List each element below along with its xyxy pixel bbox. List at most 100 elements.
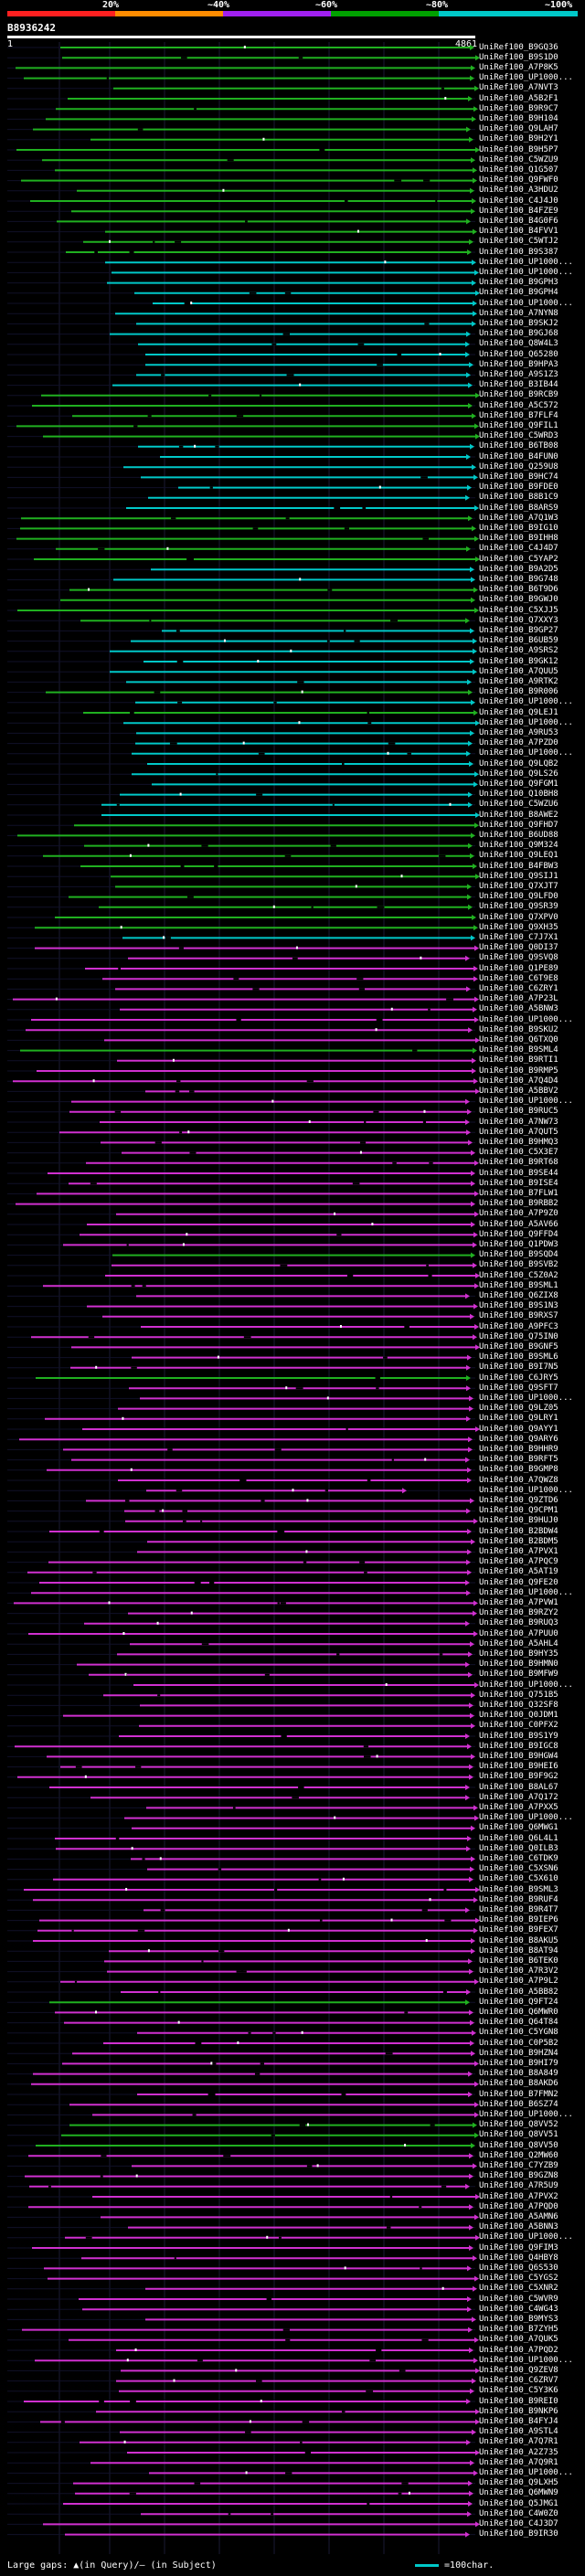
- hit-label[interactable]: UniRef100_Q7XXY3: [479, 615, 558, 625]
- hit-label[interactable]: UniRef100_A7PVX1: [479, 1546, 558, 1556]
- hit-label[interactable]: UniRef100_Q1PDW3: [479, 1239, 558, 1249]
- hit-label[interactable]: UniRef100_Q6ZIX8: [479, 1290, 558, 1300]
- hit-label[interactable]: UniRef100_C5YAP2: [479, 554, 558, 564]
- hit-label[interactable]: UniRef100_B3IB44: [479, 380, 558, 390]
- hit-label[interactable]: UniRef100_A7P9Z0: [479, 1209, 558, 1219]
- hit-label[interactable]: UniRef100_C6ZRV7: [479, 2376, 558, 2386]
- hit-label[interactable]: UniRef100_B9RTI1: [479, 1055, 558, 1065]
- hit-label[interactable]: UniRef100_B9GZN8: [479, 2171, 558, 2181]
- hit-label[interactable]: UniRef100_A5B2F1: [479, 93, 558, 103]
- hit-label[interactable]: UniRef100_UP1000...: [479, 1813, 573, 1823]
- hit-label[interactable]: UniRef100_B9I7N5: [479, 1362, 558, 1373]
- hit-label[interactable]: UniRef100_B9HUJ0: [479, 1516, 558, 1526]
- hit-label[interactable]: UniRef100_C4J4J0: [479, 196, 558, 206]
- hit-label[interactable]: UniRef100_C5WZU6: [479, 800, 558, 810]
- hit-label[interactable]: UniRef100_A5BNW3: [479, 1004, 558, 1014]
- hit-label[interactable]: UniRef100_UP1000...: [479, 298, 573, 308]
- hit-label[interactable]: UniRef100_Q6MWG1: [479, 1823, 558, 1833]
- hit-label[interactable]: UniRef100_C4WG43: [479, 2304, 558, 2314]
- hit-label[interactable]: UniRef100_B9A2D5: [479, 564, 558, 574]
- hit-label[interactable]: UniRef100_Q6TXQ0: [479, 1034, 558, 1044]
- hit-label[interactable]: UniRef100_B4FVV1: [479, 227, 558, 237]
- hit-label[interactable]: UniRef100_UP1000...: [479, 1097, 573, 1107]
- hit-label[interactable]: UniRef100_A9PFC3: [479, 1321, 558, 1331]
- hit-label[interactable]: UniRef100_UP1000...: [479, 267, 573, 277]
- hit-label[interactable]: UniRef100_B9FDE0: [479, 482, 558, 493]
- hit-label[interactable]: UniRef100_A7PUU0: [479, 1628, 558, 1638]
- hit-label[interactable]: UniRef100_B9IR30: [479, 2529, 558, 2539]
- hit-label[interactable]: UniRef100_Q64T84: [479, 2018, 558, 2028]
- hit-label[interactable]: UniRef100_Q9SR39: [479, 902, 558, 912]
- hit-label[interactable]: UniRef100_Q9LAH7: [479, 124, 558, 134]
- hit-label[interactable]: UniRef100_A7PZD0: [479, 738, 558, 748]
- hit-label[interactable]: UniRef100_C6T9E8: [479, 973, 558, 983]
- hit-label[interactable]: UniRef100_B6T9D6: [479, 585, 558, 595]
- hit-label[interactable]: UniRef100_A7Q7R1: [479, 2437, 558, 2447]
- hit-label[interactable]: UniRef100_B9MYS3: [479, 2314, 558, 2324]
- hit-label[interactable]: UniRef100_UP1000...: [479, 1393, 573, 1403]
- hit-label[interactable]: UniRef100_C5YGS2: [479, 2274, 558, 2284]
- hit-label[interactable]: UniRef100_C5WZU9: [479, 154, 558, 164]
- hit-label[interactable]: UniRef100_A7QUK5: [479, 2335, 558, 2345]
- hit-label[interactable]: UniRef100_A7P9L2: [479, 1977, 558, 1987]
- hit-label[interactable]: UniRef100_Q8VV52: [479, 2120, 558, 2130]
- hit-label[interactable]: UniRef100_UP1000...: [479, 73, 573, 83]
- hit-label[interactable]: UniRef100_B2BDM5: [479, 1536, 558, 1546]
- hit-label[interactable]: UniRef100_A5BNN3: [479, 2222, 558, 2232]
- hit-label[interactable]: UniRef100_Q259U8: [479, 461, 558, 472]
- hit-label[interactable]: UniRef100_UP1000...: [479, 2109, 573, 2119]
- hit-label[interactable]: UniRef100_A7NW73: [479, 1117, 558, 1127]
- hit-label[interactable]: UniRef100_UP1000...: [479, 1680, 573, 1690]
- hit-label[interactable]: UniRef100_B6TEK0: [479, 1956, 558, 1966]
- hit-label[interactable]: UniRef100_Q6S530: [479, 2263, 558, 2273]
- hit-label[interactable]: UniRef100_A7Q4D4: [479, 1076, 558, 1086]
- hit-label[interactable]: UniRef100_UP1000...: [479, 1014, 573, 1024]
- hit-label[interactable]: UniRef100_B6UB59: [479, 636, 558, 646]
- hit-label[interactable]: UniRef100_B9HGW4: [479, 1751, 558, 1761]
- hit-label[interactable]: UniRef100_C5X610: [479, 1874, 558, 1884]
- hit-label[interactable]: UniRef100_B9S1D0: [479, 52, 558, 62]
- hit-label[interactable]: UniRef100_A7PXX5: [479, 1802, 558, 1812]
- hit-label[interactable]: UniRef100_B8AKU5: [479, 1935, 558, 1945]
- hit-label[interactable]: UniRef100_Q9CPM1: [479, 1506, 558, 1516]
- hit-label[interactable]: UniRef100_B4FYJ4: [479, 2416, 558, 2426]
- hit-label[interactable]: UniRef100_B9H5P7: [479, 144, 558, 154]
- hit-label[interactable]: UniRef100_C5Y3K6: [479, 2386, 558, 2396]
- hit-label[interactable]: UniRef100_Q9FWF0: [479, 175, 558, 186]
- hit-label[interactable]: UniRef100_A7PQC9: [479, 1557, 558, 1567]
- hit-label[interactable]: UniRef100_B9F9G2: [479, 1772, 558, 1782]
- hit-label[interactable]: UniRef100_C4W0Z0: [479, 2508, 558, 2518]
- hit-label[interactable]: UniRef100_B7FMN2: [479, 2089, 558, 2099]
- hit-label[interactable]: UniRef100_B6SZ74: [479, 2099, 558, 2109]
- hit-label[interactable]: UniRef100_Q6L4L1: [479, 1833, 558, 1843]
- hit-label[interactable]: UniRef100_B9HZN4: [479, 2048, 558, 2058]
- hit-label[interactable]: UniRef100_B9MFW9: [479, 1670, 558, 1680]
- hit-label[interactable]: UniRef100_C5Z0A2: [479, 1270, 558, 1280]
- hit-label[interactable]: UniRef100_B9GPH4: [479, 288, 558, 298]
- hit-label[interactable]: UniRef100_Q751B5: [479, 1690, 558, 1700]
- hit-label[interactable]: UniRef100_A5C572: [479, 400, 558, 410]
- hit-label[interactable]: UniRef100_Q2MW60: [479, 2150, 558, 2160]
- hit-label[interactable]: UniRef100_Q8VV51: [479, 2130, 558, 2140]
- hit-label[interactable]: UniRef100_A7NVT3: [479, 83, 558, 93]
- hit-label[interactable]: UniRef100_B9RUF4: [479, 1894, 558, 1904]
- hit-label[interactable]: UniRef100_C5YGN8: [479, 2028, 558, 2038]
- hit-label[interactable]: UniRef100_Q7XPV0: [479, 912, 558, 922]
- hit-label[interactable]: UniRef100_B8A849: [479, 2069, 558, 2079]
- hit-label[interactable]: UniRef100_B7FLW1: [479, 1188, 558, 1198]
- hit-label[interactable]: UniRef100_UP1000...: [479, 717, 573, 727]
- hit-label[interactable]: UniRef100_A7PQD0: [479, 2201, 558, 2211]
- hit-label[interactable]: UniRef100_B9H104: [479, 113, 558, 123]
- hit-label[interactable]: UniRef100_Q8VV50: [479, 2140, 558, 2150]
- hit-label[interactable]: UniRef100_B9HY35: [479, 1648, 558, 1659]
- hit-label[interactable]: UniRef100_B9GP27: [479, 625, 558, 635]
- hit-label[interactable]: UniRef100_UP1000...: [479, 1485, 573, 1495]
- hit-label[interactable]: UniRef100_A7PVX2: [479, 2191, 558, 2201]
- hit-label[interactable]: UniRef100_C6JRY5: [479, 1373, 558, 1383]
- hit-label[interactable]: UniRef100_UP1000...: [479, 2232, 573, 2242]
- hit-label[interactable]: UniRef100_B9HHR9: [479, 1444, 558, 1454]
- hit-label[interactable]: UniRef100_Q7XJT7: [479, 881, 558, 891]
- hit-label[interactable]: UniRef100_B8AL67: [479, 1782, 558, 1792]
- hit-label[interactable]: UniRef100_Q9FT24: [479, 1997, 558, 2007]
- hit-label[interactable]: UniRef100_B9SML6: [479, 1352, 558, 1362]
